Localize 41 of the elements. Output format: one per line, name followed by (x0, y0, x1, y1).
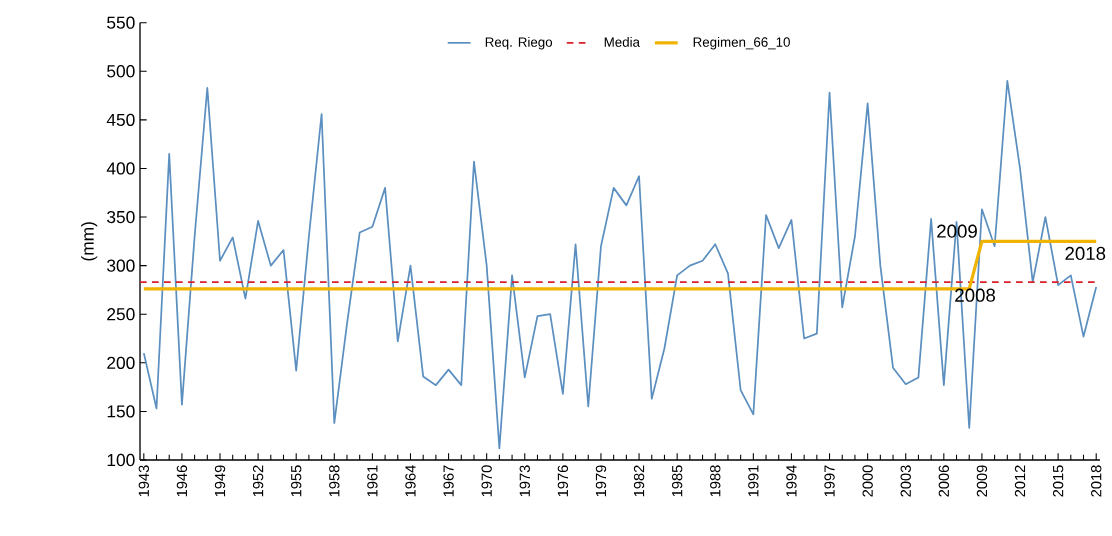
x-tick-label: 2000 (862, 465, 873, 497)
x-tick-label: 2006 (938, 465, 950, 497)
x-tick-label: 1991 (748, 465, 759, 497)
y-tick-label: 300 (107, 259, 135, 272)
x-tick-label: 1994 (786, 465, 797, 497)
x-tick-label: 1943 (138, 465, 150, 497)
x-tick-label: 1970 (481, 465, 492, 497)
x-tick-label: 2003 (900, 465, 911, 497)
x-tick-label: 1997 (824, 465, 835, 497)
x-tick-label: 1952 (252, 465, 264, 497)
y-tick-label: 350 (107, 210, 135, 224)
y-tick-label: 450 (106, 113, 135, 126)
x-tick-label: 2015 (1052, 465, 1064, 497)
x-tick-label: 1988 (710, 465, 721, 497)
y-axis-title: (mm) (81, 222, 98, 261)
x-tick-label: 2009 (976, 465, 988, 497)
x-tick-label: 1973 (519, 465, 530, 497)
x-tick-label: 1955 (291, 465, 302, 497)
y-tick-label: 500 (107, 65, 135, 78)
y-tick-label: 150 (107, 405, 135, 418)
x-tick-label: 1949 (214, 465, 226, 497)
y-tick-label: 550 (107, 16, 135, 29)
x-tick-label: 1958 (329, 465, 340, 497)
x-tick-label: 1985 (671, 465, 683, 497)
y-tick-label: 250 (107, 308, 135, 321)
x-tick-label: 2018 (1091, 465, 1102, 497)
x-tick-label: 1964 (405, 465, 416, 497)
annotation: 2018 (1065, 246, 1106, 261)
x-tick-label: 1961 (367, 465, 378, 497)
x-tick-label: 1982 (633, 465, 645, 497)
x-tick-label: 1976 (557, 465, 569, 497)
x-tick-label: 2012 (1014, 465, 1026, 497)
legend-label: Regimen_66_10 (693, 37, 790, 50)
x-tick-label: 1967 (443, 465, 454, 497)
y-tick-label: 100 (107, 453, 135, 467)
x-tick-label: 1946 (176, 465, 188, 497)
y-tick-label: 200 (107, 356, 135, 369)
legend-label: Req. Riego (485, 37, 553, 50)
x-tick-label: 1979 (595, 465, 607, 497)
y-tick-label: 400 (106, 162, 135, 175)
legend-label: Media (604, 37, 640, 47)
